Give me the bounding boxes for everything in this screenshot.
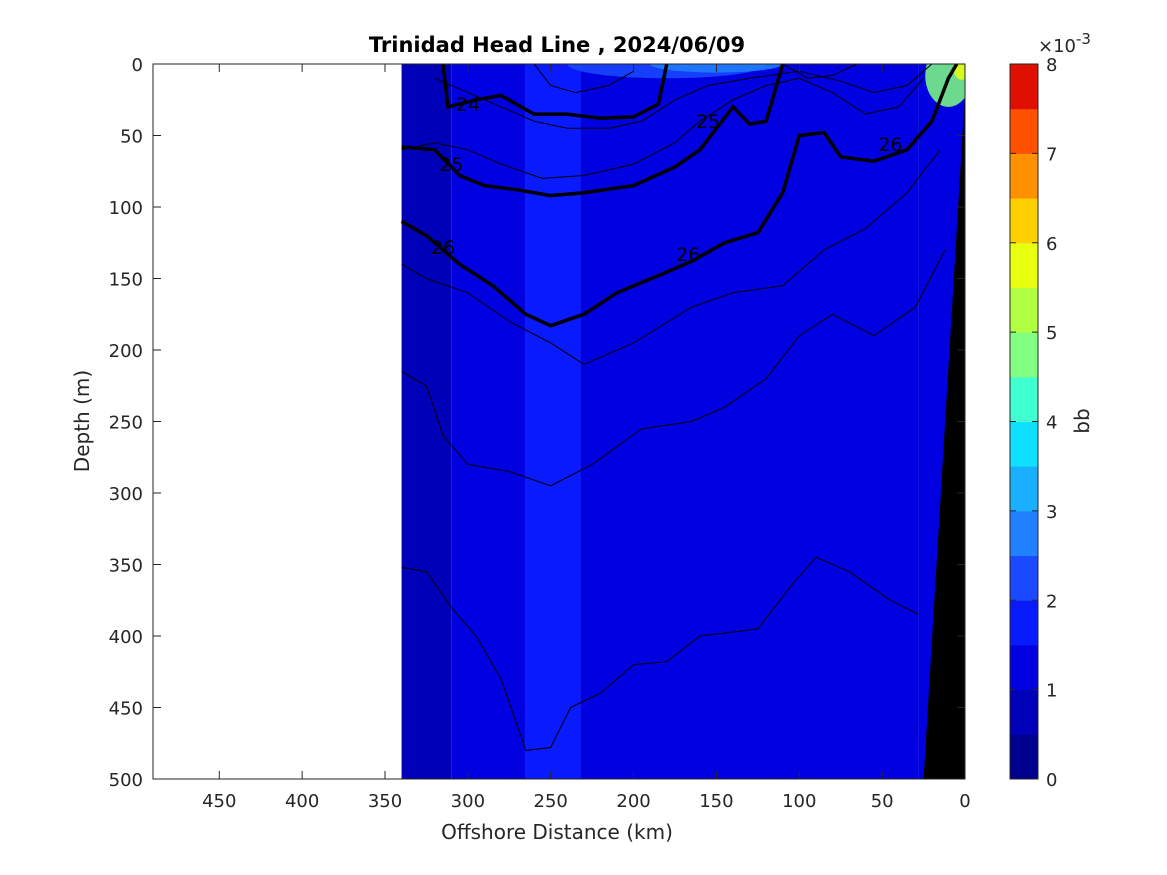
colorbar-tick-label-2: 2	[1046, 591, 1057, 612]
colorbar-exponent-base: ×10	[1038, 36, 1076, 57]
y-tick-label-5: 250	[109, 413, 143, 434]
y-axis-title: Depth (m)	[70, 370, 94, 472]
x-tick-label-8: 50	[871, 791, 894, 812]
y-tick-label-3: 150	[109, 270, 143, 291]
x-axis-title: Offshore Distance (km)	[441, 820, 673, 844]
x-tick-label-6: 150	[699, 791, 733, 812]
y-tick-label-0: 0	[132, 55, 143, 76]
field-band-3	[580, 64, 919, 779]
colorbar-swatch-10	[1010, 287, 1038, 333]
contour-thin-1	[401, 556, 919, 751]
colorbar-swatch-8	[1010, 376, 1038, 422]
seafloor	[923, 92, 965, 779]
contour-labels: 24 25 25 26 26 26	[431, 94, 903, 266]
colorbar-tick-label-4: 4	[1046, 413, 1057, 434]
colorbar-swatch-5	[1010, 510, 1038, 557]
y-tick-label-10: 500	[109, 770, 143, 791]
contour-label-0: 24	[456, 94, 480, 116]
contour-thin-4	[434, 64, 933, 129]
x-tick-label-9: 0	[959, 791, 970, 812]
x-tick-label-2: 350	[368, 791, 402, 812]
colorbar-swatch-15	[1010, 64, 1038, 110]
y-axis: 0 50 100 150 200 250 300 350 400 450 500	[109, 55, 965, 791]
contour-thin-2	[401, 149, 941, 365]
colorbar-label: bb	[1070, 408, 1094, 433]
contour-thick-1	[401, 64, 785, 198]
colorbar-tick-label-5: 5	[1046, 323, 1057, 344]
colorbar-swatch-14	[1010, 108, 1038, 154]
x-tick-label-1: 400	[285, 791, 319, 812]
colorbar: 0 1 2 3 4 5 6 7 8	[1009, 55, 1057, 791]
contour-thin-3	[401, 77, 924, 179]
colorbar-swatch-4	[1010, 555, 1038, 601]
colorbar-swatch-11	[1010, 242, 1038, 288]
colorbar-tick-label-1: 1	[1046, 681, 1057, 702]
colorbar-tick-label-8: 8	[1046, 55, 1057, 76]
colorbar-swatch-2	[1010, 644, 1038, 691]
y-tick-label-1: 50	[120, 127, 143, 148]
colorbar-swatch-9	[1010, 332, 1038, 378]
colorbar-tick-label-7: 7	[1046, 144, 1057, 165]
contour-label-5: 26	[878, 134, 902, 156]
colorbar-tick-label-0: 0	[1046, 770, 1057, 791]
colorbar-tick-label-6: 6	[1046, 234, 1057, 255]
contour-thick-3	[400, 64, 959, 328]
colorbar-exponent: ×10-3	[1038, 30, 1091, 57]
colorbar-swatch-1	[1010, 689, 1038, 735]
data-field	[401, 64, 965, 779]
colorbar-tick-label-3: 3	[1046, 502, 1057, 523]
contour-label-2: 25	[696, 111, 720, 133]
y-tick-label-9: 450	[109, 699, 143, 720]
field-band-2	[525, 64, 581, 779]
colorbar-swatch-3	[1010, 600, 1038, 646]
x-tick-label-5: 200	[616, 791, 650, 812]
contour-lines	[400, 64, 959, 751]
chart-title: Trinidad Head Line , 2024/06/09	[369, 33, 745, 57]
y-tick-label-6: 300	[109, 484, 143, 505]
contour-thin-0	[401, 249, 946, 487]
y-tick-label-7: 350	[109, 556, 143, 577]
contour-thin-6	[782, 64, 858, 79]
x-tick-label-7: 100	[782, 791, 816, 812]
contour-thick-0	[441, 64, 669, 121]
x-tick-label-4: 250	[534, 791, 568, 812]
contour-label-3: 26	[431, 237, 455, 259]
field-band-1	[451, 64, 526, 779]
colorbar-exponent-power: -3	[1076, 30, 1091, 48]
colorbar-swatch-6	[1010, 466, 1038, 512]
contour-label-1: 25	[439, 154, 463, 176]
y-tick-label-4: 200	[109, 341, 143, 362]
x-axis: 450 400 350 300 250 200 150 100 50 0	[202, 64, 971, 812]
x-tick-label-0: 450	[202, 791, 236, 812]
contour-thin-5	[533, 64, 634, 94]
y-tick-label-2: 100	[109, 198, 143, 219]
contour-label-4: 26	[676, 244, 700, 266]
colorbar-swatch-12	[1010, 198, 1038, 244]
colorbar-swatch-7	[1010, 421, 1038, 467]
x-tick-label-3: 300	[451, 791, 485, 812]
y-tick-label-8: 400	[109, 627, 143, 648]
colorbar-swatch-13	[1010, 153, 1038, 199]
field-band-0	[401, 64, 452, 779]
colorbar-swatch-0	[1010, 734, 1038, 780]
